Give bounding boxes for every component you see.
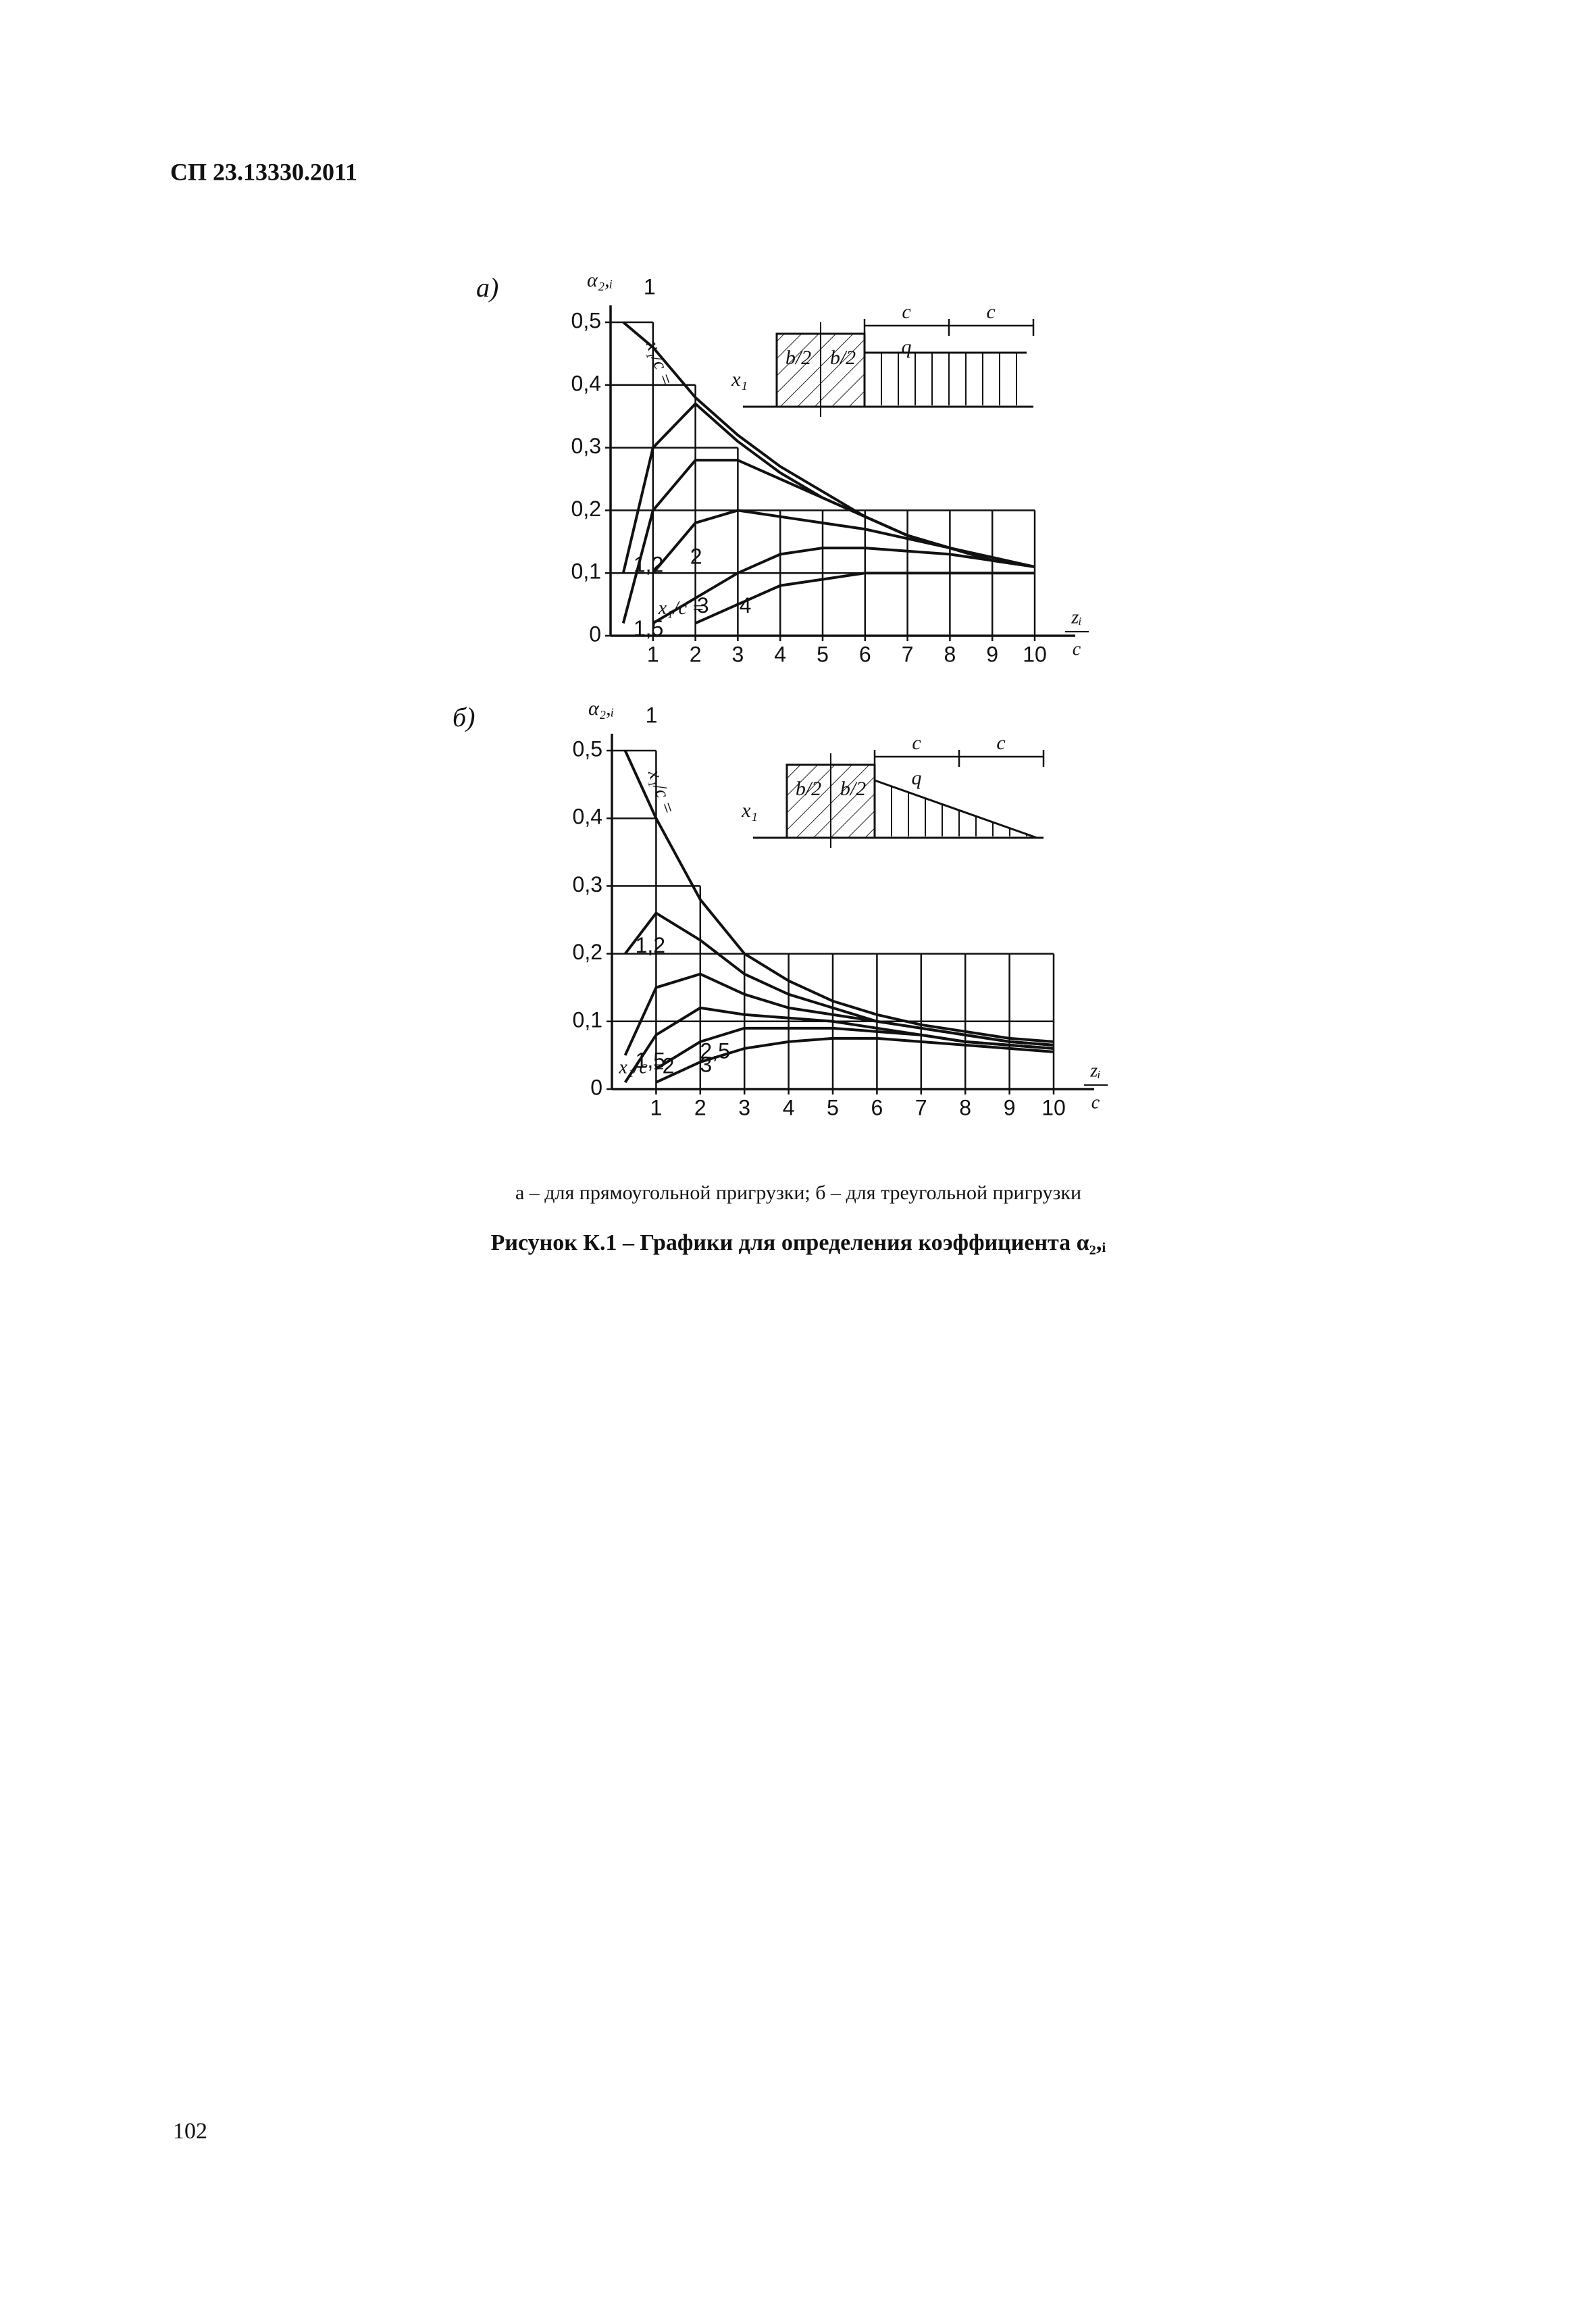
- panel-label: а): [476, 272, 498, 303]
- curve: [623, 750, 1054, 1043]
- diagram-line: [874, 779, 1037, 839]
- x-tick-label: 4: [783, 1095, 795, 1120]
- x-tick-label: 1: [650, 1095, 663, 1120]
- x-tick-label: 5: [827, 1095, 839, 1120]
- curve: [623, 1006, 1054, 1084]
- x-axis-label-bottom: c: [1091, 1092, 1100, 1113]
- inset-label: x₁: [741, 799, 758, 822]
- curve-label: 1: [644, 274, 656, 299]
- x-tick-label: 9: [1004, 1095, 1016, 1120]
- y-tick-label: 0,4: [573, 805, 602, 829]
- y-axis-label: α₂,ᵢ: [588, 697, 614, 720]
- x-tick-label: 2: [694, 1095, 706, 1120]
- inset-label: b/2: [796, 778, 821, 800]
- y-tick-label: 0,5: [573, 736, 602, 761]
- x-tick-label: 5: [817, 642, 829, 666]
- x-tick-label: 3: [738, 1095, 750, 1120]
- inset-label: c: [902, 301, 910, 323]
- page-header: СП 23.13330.2011: [170, 158, 357, 185]
- y-tick-label: 0,2: [573, 940, 602, 964]
- curve-label: 1,2: [636, 933, 665, 957]
- x-tick-label: 6: [871, 1095, 883, 1120]
- x-tick-label: 1: [647, 642, 659, 666]
- x-tick-label: 2: [690, 642, 702, 666]
- curve: [655, 1026, 1054, 1070]
- x-tick-label: 10: [1041, 1095, 1066, 1120]
- curve-label: 2,5: [700, 1038, 729, 1063]
- curve-annotation: x₁/c =: [618, 1057, 665, 1078]
- inset-label: c: [912, 732, 921, 754]
- curve: [655, 1036, 1054, 1084]
- x-tick-label: 6: [859, 642, 871, 666]
- inset-label: c: [986, 301, 995, 323]
- page-number: 102: [173, 2119, 207, 2144]
- y-tick-label: 0,2: [571, 497, 601, 521]
- curve: [624, 911, 1054, 1047]
- curve-annotation: x₁/c =: [658, 598, 704, 619]
- x-tick-label: 8: [944, 642, 956, 666]
- y-tick-label: 0,1: [573, 1007, 602, 1032]
- inset-label: b/2: [830, 347, 856, 369]
- x-tick-label: 3: [732, 642, 744, 666]
- inset-label: b/2: [840, 778, 866, 800]
- x-axis-label-top: zᵢ: [1071, 607, 1081, 628]
- y-axis-label: α₂,ᵢ: [587, 269, 613, 291]
- curve: [694, 572, 1035, 625]
- y-tick-label: 0,1: [571, 559, 601, 584]
- curve-label: 2: [690, 545, 702, 569]
- y-tick-label: 0,5: [571, 308, 601, 332]
- figure-caption: а – для прямоугольной пригрузки; б – для…: [515, 1182, 1081, 1204]
- x-tick-label: 9: [986, 642, 998, 666]
- x-tick-label: 8: [959, 1095, 971, 1120]
- figure-title: Рисунок К.1 – Графики для определения ко…: [491, 1230, 1106, 1255]
- curve-label: 1: [646, 703, 658, 727]
- panel-label: б): [453, 702, 475, 732]
- curve: [623, 972, 1054, 1056]
- y-tick-label: 0,3: [571, 434, 601, 458]
- curve-label: 4: [740, 593, 752, 618]
- y-tick-label: 0,4: [571, 371, 601, 395]
- y-tick-label: 0: [590, 1075, 602, 1099]
- curve: [652, 509, 1035, 574]
- curve-label: 3: [700, 1052, 712, 1076]
- inset-label: q: [902, 336, 912, 358]
- x-tick-label: 10: [1023, 642, 1047, 666]
- x-tick-label: 7: [915, 1095, 927, 1120]
- x-tick-label: 7: [902, 642, 914, 666]
- inset-label: b/2: [786, 347, 811, 369]
- inset-label: c: [996, 732, 1005, 754]
- y-tick-label: 0,3: [573, 872, 602, 897]
- x-tick-label: 4: [774, 642, 786, 666]
- x-axis-label-top: zᵢ: [1089, 1060, 1100, 1081]
- x-axis-label-bottom: c: [1073, 638, 1081, 659]
- y-tick-label: 0: [589, 622, 601, 646]
- inset-label: q: [912, 767, 922, 789]
- inset-label: x₁: [731, 368, 748, 391]
- curve-annotation: x₁/c =: [642, 338, 677, 389]
- curve-label: 3: [697, 593, 709, 618]
- curve-annotation: x₁/c =: [644, 766, 679, 818]
- curve: [652, 547, 1035, 625]
